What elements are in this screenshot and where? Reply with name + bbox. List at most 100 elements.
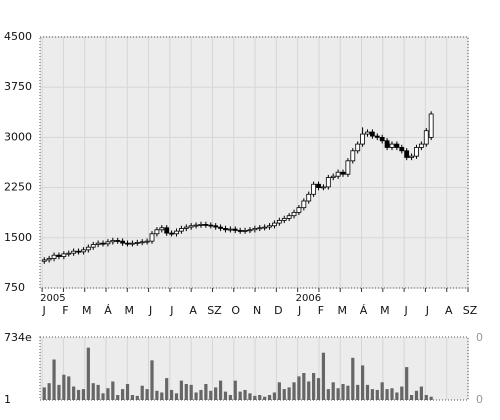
candle-body [321, 186, 326, 189]
y-tick-label: 1500 [4, 231, 32, 244]
right-label: 0 [476, 393, 483, 406]
candle-body [90, 244, 96, 248]
x-tick-label: M [82, 304, 92, 317]
x-tick-label: J [148, 304, 152, 317]
volume-bar [414, 390, 419, 400]
y-tick-label: 3750 [4, 80, 32, 93]
candle-body [330, 175, 336, 178]
candle-body [257, 227, 263, 230]
price-frame [39, 36, 469, 289]
candle-body [120, 240, 126, 244]
candle-body [384, 140, 390, 148]
candle-body [183, 226, 189, 229]
candle-body [227, 228, 233, 231]
volume-bar [174, 393, 179, 400]
volume-bar [390, 388, 394, 400]
volume-bar [267, 395, 272, 400]
volume-bar [297, 376, 301, 400]
candle-body [394, 143, 400, 148]
candle-body [139, 241, 145, 244]
candle-body [418, 143, 424, 148]
candle-body [105, 241, 111, 245]
candle-body [428, 113, 434, 138]
x-tick-label: N [253, 304, 261, 317]
candle-body [316, 183, 321, 188]
candle-body [325, 177, 331, 188]
volume-bar [307, 381, 311, 400]
x-tick-label: J [425, 304, 429, 317]
candle-body [409, 155, 414, 158]
volume-bar [282, 389, 286, 400]
x-tick-label: J [297, 304, 301, 317]
candle-body [95, 242, 101, 245]
volume-bar [52, 359, 56, 400]
volume-bar [189, 384, 193, 400]
candle-body [404, 150, 410, 158]
year-label: 2005 [40, 293, 65, 304]
volume-bar [199, 389, 203, 400]
candle-body [223, 228, 228, 231]
candle-body [252, 228, 258, 231]
volume-bar [316, 378, 321, 400]
volume-bar [248, 393, 252, 400]
volume-bar [160, 392, 164, 400]
volume-bar [326, 389, 330, 400]
volume-bar [405, 367, 409, 400]
candle-body [213, 225, 219, 228]
candle-body [41, 259, 47, 262]
volume-bar [130, 395, 135, 400]
y-tick-label: 734e [4, 331, 32, 344]
volume-bar [194, 392, 198, 400]
volume-bar [76, 389, 81, 400]
x-tick-label: F [318, 304, 324, 317]
volume-bar [62, 374, 66, 400]
volume-bar [96, 384, 100, 400]
candle-body [110, 240, 116, 243]
candle-body [130, 242, 135, 245]
volume-bar [91, 383, 95, 400]
candle-body [281, 217, 287, 221]
volume-bar [135, 395, 139, 400]
volume-bar [365, 384, 370, 400]
candle-body [125, 242, 130, 245]
volume-bar [409, 395, 414, 400]
candle-body [365, 131, 370, 135]
y-tick-label: 750 [4, 281, 25, 294]
candle-body [208, 224, 214, 227]
candle-body [355, 143, 361, 152]
volume-bar [150, 360, 154, 400]
candle-body [134, 242, 140, 244]
volume-bar [223, 391, 228, 400]
candle-body [178, 228, 184, 232]
candle-body [237, 230, 243, 232]
candle-body [379, 136, 385, 142]
volume-bar [385, 389, 389, 400]
volume-bar [380, 382, 384, 400]
candle-body [267, 225, 272, 228]
candle-body [374, 135, 380, 138]
candle-body [164, 227, 170, 234]
candle-body [115, 240, 121, 242]
volume-bar [81, 389, 86, 400]
volume-bar [331, 382, 335, 400]
candle-body [414, 147, 419, 157]
x-tick-label: A [445, 304, 453, 317]
volume-bar [184, 384, 188, 400]
x-tick-label: Á [360, 304, 368, 317]
candle-body [232, 228, 238, 231]
x-tick-label: A [189, 304, 197, 317]
candle-body [76, 250, 81, 253]
y-tick-label: 1 [4, 393, 11, 406]
volume-bar [321, 352, 326, 400]
volume-bar [277, 382, 281, 400]
candle-body [350, 150, 356, 162]
volume-bar [116, 395, 120, 400]
x-tick-label: D [274, 304, 282, 317]
candle-body [247, 229, 253, 232]
candle-body [218, 226, 223, 229]
volume-frame [39, 336, 469, 401]
candle-body [159, 227, 165, 231]
volume-bar [258, 395, 262, 400]
y-tick-label: 4500 [4, 30, 32, 43]
